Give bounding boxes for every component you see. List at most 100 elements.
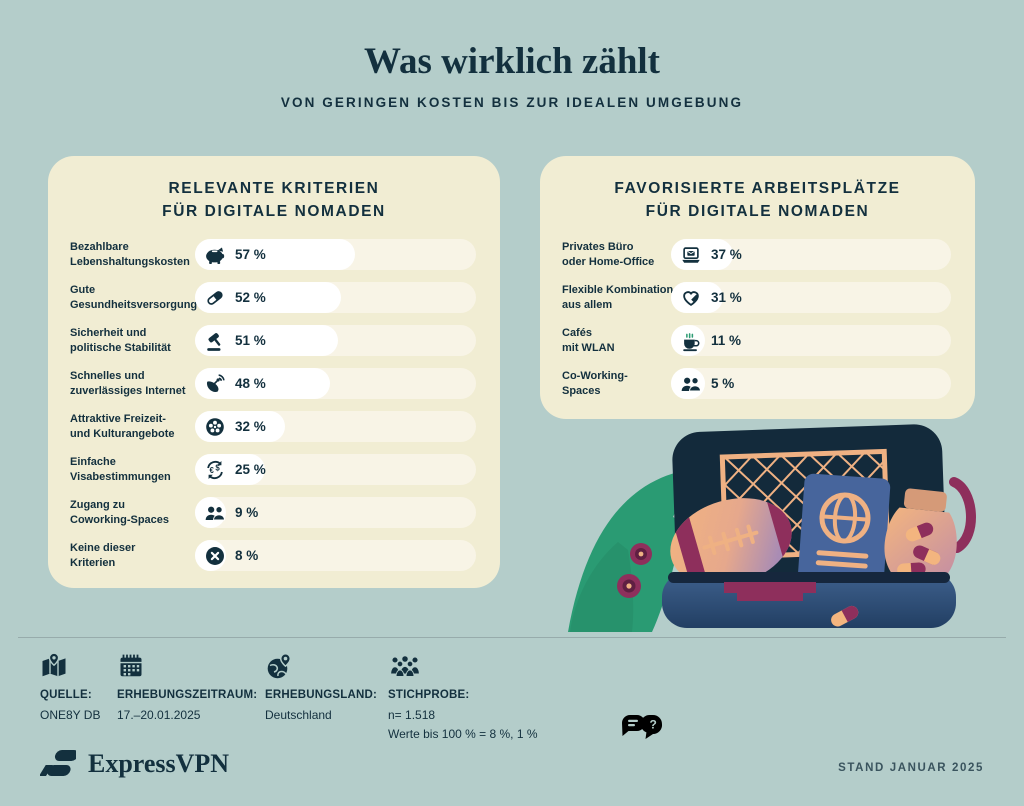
footer-label: ERHEBUNGSLAND: xyxy=(265,689,378,701)
criteria-bar: 52 % xyxy=(195,282,476,313)
x-circle-icon xyxy=(204,545,226,567)
criteria-row: Sicherheit und politische Stabilität 51 … xyxy=(48,319,500,362)
bar-value: 11 % xyxy=(711,333,742,348)
trolley-handle xyxy=(724,582,816,601)
criteria-panel: RELEVANTE KRITERIEN FÜR DIGITALE NOMADEN… xyxy=(48,156,500,588)
page-title: Was wirklich zählt xyxy=(363,41,661,82)
workplace-bar: 11 % xyxy=(671,325,951,356)
bar-value: 31 % xyxy=(711,290,742,305)
workplace-bar: 5 % xyxy=(671,368,951,399)
criteria-label: Einfache Visabestimmungen xyxy=(70,455,171,483)
footer-value: Werte bis 100 % = 8 %, 1 % xyxy=(388,727,538,741)
bar-fill xyxy=(195,325,339,356)
footer-value: 17.–20.01.2025 xyxy=(117,708,201,722)
skate-wheels xyxy=(617,543,652,598)
criteria-label: Keine dieser Kriterien xyxy=(70,541,136,569)
crowd-icon xyxy=(388,652,422,680)
pill-icon xyxy=(204,287,226,309)
criteria-row: Zugang zu Coworking-Spaces 9 % xyxy=(48,491,500,534)
criteria-bar: 48 % xyxy=(195,368,476,399)
footer-label: ERHEBUNGSZEITRAUM: xyxy=(117,689,258,701)
criteria-bar: 32 % xyxy=(195,411,476,442)
footer-label: STICHPROBE: xyxy=(388,689,470,701)
footer-stichprobe: STICHPROBE: n= 1.518 Werte bis 100 % = 8… xyxy=(388,652,538,743)
criteria-row: Attraktive Freizeit- und Kulturangebote … xyxy=(48,405,500,448)
bar-fill xyxy=(195,368,330,399)
piggy-bank-icon xyxy=(204,244,226,266)
workplace-row: Cafés mit WLAN 11 % xyxy=(540,319,975,362)
criteria-label: Bezahlbare Lebenshaltungskosten xyxy=(70,240,190,268)
laptop-icon xyxy=(680,244,702,266)
workplace-bar: 31 % xyxy=(671,282,951,313)
brand: ExpressVPN xyxy=(40,748,229,780)
people-icon xyxy=(204,502,226,524)
criteria-bar: 9 % xyxy=(195,497,476,528)
speech-bubbles-icon xyxy=(620,652,664,802)
footer-label: QUELLE: xyxy=(40,689,92,701)
gavel-icon xyxy=(204,330,226,352)
coffee-cup-icon xyxy=(680,330,702,352)
criteria-row: Schnelles und zuverlässiges Internet 48 … xyxy=(48,362,500,405)
workplace-row: Co-Working- Spaces 5 % xyxy=(540,362,975,405)
bar-value: 48 % xyxy=(235,376,266,391)
criteria-label: Gute Gesundheitsversorgung xyxy=(70,283,198,311)
footer-value: n= 1.518 xyxy=(388,708,436,722)
bar-value: 52 % xyxy=(235,290,266,305)
bar-value: 25 % xyxy=(235,462,266,477)
criteria-panel-title: RELEVANTE KRITERIEN FÜR DIGITALE NOMADEN xyxy=(48,156,500,224)
criteria-title-line1: RELEVANTE KRITERIEN xyxy=(168,180,380,197)
map-icon xyxy=(40,652,68,680)
workplace-row: Flexible Kombination aus allem 31 % xyxy=(540,276,975,319)
currency-exchange-icon xyxy=(204,459,226,481)
workplace-label: Privates Büro oder Home-Office xyxy=(562,240,655,268)
bar-value: 8 % xyxy=(235,548,259,563)
palm-leaf-2 xyxy=(570,542,634,632)
footer-quelle: QUELLE: ONE8Y DB xyxy=(40,652,100,724)
criteria-bar: 25 % xyxy=(195,454,476,485)
page-subtitle: VON GERINGEN KOSTEN BIS ZUR IDEALEN UMGE… xyxy=(280,95,744,110)
workplace-label: Flexible Kombination aus allem xyxy=(562,283,674,311)
criteria-row: Gute Gesundheitsversorgung 52 % xyxy=(48,276,500,319)
loose-capsule xyxy=(831,605,859,627)
bar-fill xyxy=(671,239,734,270)
bar-fill xyxy=(195,497,226,528)
criteria-bar: 51 % xyxy=(195,325,476,356)
workplace-row: Privates Büro oder Home-Office 37 % xyxy=(540,233,975,276)
bar-fill xyxy=(671,368,705,399)
footer-divider xyxy=(18,637,1006,638)
satellite-dish-icon xyxy=(204,373,226,395)
workplace-bar: 37 % xyxy=(671,239,951,270)
workplaces-title-line2: FÜR DIGITALE NOMADEN xyxy=(645,203,870,221)
bar-fill xyxy=(195,454,266,485)
criteria-row: Einfache Visabestimmungen 25 % xyxy=(48,448,500,491)
footer-value: Deutschland xyxy=(265,708,332,722)
footer-zeitraum: ERHEBUNGSZEITRAUM: 17.–20.01.2025 xyxy=(117,652,257,724)
footer-value: ONE8Y DB xyxy=(40,708,101,722)
workplace-label: Cafés mit WLAN xyxy=(562,326,615,354)
workplaces-rows: Privates Büro oder Home-Office 37 % Flex… xyxy=(540,233,975,405)
suitcase-bottom xyxy=(662,572,956,628)
calendar-icon xyxy=(117,652,145,680)
bar-value: 5 % xyxy=(711,376,735,391)
criteria-row: Keine dieser Kriterien 8 % xyxy=(48,534,500,577)
criteria-bar: 8 % xyxy=(195,540,476,571)
footer-fragen: FRAGEN: Welche der folgenden Kriterien w… xyxy=(620,652,1008,806)
criteria-bar: 57 % xyxy=(195,239,476,270)
criteria-label: Attraktive Freizeit- und Kulturangebote xyxy=(70,412,175,440)
criteria-row: Bezahlbare Lebenshaltungskosten 57 % xyxy=(48,233,500,276)
workplace-label: Co-Working- Spaces xyxy=(562,369,628,397)
criteria-label: Schnelles und zuverlässiges Internet xyxy=(70,369,186,397)
people-icon xyxy=(680,373,702,395)
footer-land: ERHEBUNGSLAND: Deutschland xyxy=(265,652,377,724)
criteria-title-line2: FÜR DIGITALE NOMADEN xyxy=(162,203,386,221)
bar-value: 32 % xyxy=(235,419,266,434)
bar-value: 9 % xyxy=(235,505,259,520)
expressvpn-logo-icon xyxy=(40,750,76,776)
suitcase-illustration xyxy=(568,424,976,632)
bar-value: 37 % xyxy=(711,247,742,262)
stand-label: STAND JANUAR 2025 xyxy=(838,762,984,774)
workplaces-title-line1: FAVORISIERTE ARBEITSPLÄTZE xyxy=(614,180,901,197)
bar-value: 57 % xyxy=(235,247,266,262)
handshake-heart-icon xyxy=(680,287,702,309)
